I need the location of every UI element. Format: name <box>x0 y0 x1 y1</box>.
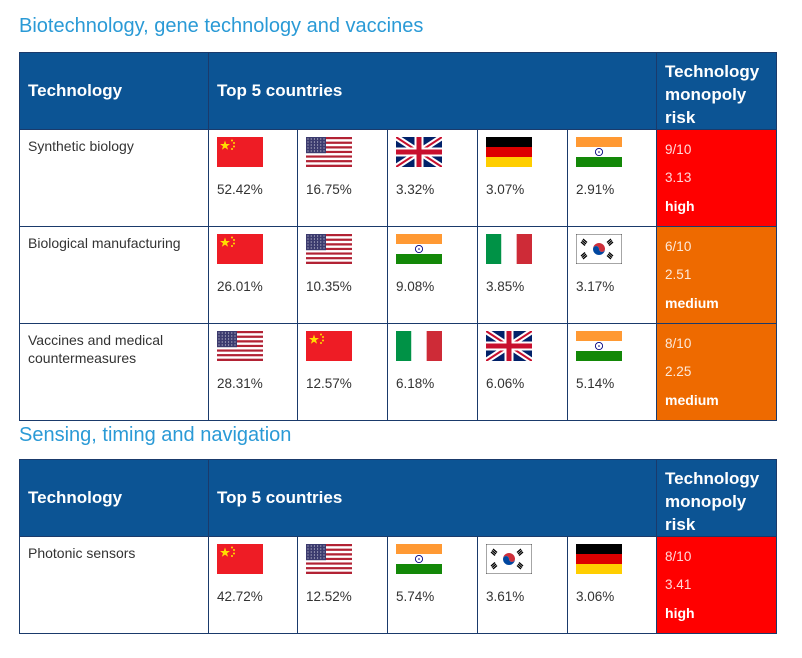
risk-score: 6/10 <box>665 239 692 254</box>
risk-score: 8/10 <box>665 336 692 351</box>
country-share: 10.35% <box>306 279 352 294</box>
risk-index: 3.13 <box>665 170 692 185</box>
sensing-table: Technology Top 5 countries Technology mo… <box>19 459 778 634</box>
table-row: Photonic sensors 42.72% 12.52% 5.74% 3.6… <box>19 536 778 634</box>
usa-flag-icon <box>306 544 352 574</box>
technology-name: Synthetic biology <box>19 129 209 227</box>
usa-flag-icon <box>306 234 352 264</box>
technology-name: Vaccines and medical countermeasures <box>19 323 209 421</box>
country-cell: 3.17% <box>566 226 658 324</box>
country-share: 3.06% <box>576 589 615 604</box>
china-flag-icon <box>217 544 263 574</box>
risk-index: 2.51 <box>665 267 692 282</box>
technology-name: Photonic sensors <box>19 536 209 634</box>
country-cell: 10.35% <box>297 226 388 324</box>
country-cell: 3.61% <box>477 536 568 634</box>
risk-level: high <box>665 198 695 214</box>
country-cell: 3.07% <box>477 129 568 227</box>
technology-name: Biological manufacturing <box>19 226 209 324</box>
risk-score: 9/10 <box>665 142 692 157</box>
uk-flag-icon <box>394 134 444 170</box>
country-cell: 3.85% <box>477 226 568 324</box>
section-title-biotech: Biotechnology, gene technology and vacci… <box>19 15 424 37</box>
table-row: Synthetic biology 52.42% 16.75% 3.32% 3.… <box>19 129 778 227</box>
country-cell: 9.08% <box>387 226 478 324</box>
col-header-technology: Technology <box>19 459 209 537</box>
country-share: 26.01% <box>217 279 263 294</box>
country-share: 5.74% <box>396 589 435 604</box>
col-header-countries: Top 5 countries <box>207 52 658 130</box>
uk-flag-icon <box>484 328 534 364</box>
italy-flag-icon <box>396 331 442 361</box>
india-flag-icon <box>396 544 442 574</box>
china-flag-icon <box>217 234 263 264</box>
country-share: 2.91% <box>576 182 615 197</box>
country-share: 6.06% <box>486 376 525 391</box>
col-header-risk: Technology monopoly risk <box>656 52 778 130</box>
country-share: 42.72% <box>217 589 263 604</box>
germany-flag-icon <box>576 544 622 574</box>
country-cell: 52.42% <box>208 129 298 227</box>
china-flag-icon <box>217 137 263 167</box>
risk-index: 3.41 <box>665 577 692 592</box>
india-flag-icon <box>576 137 622 167</box>
risk-score: 8/10 <box>665 549 692 564</box>
india-flag-icon <box>396 234 442 264</box>
country-cell: 12.52% <box>297 536 388 634</box>
country-share: 16.75% <box>306 182 352 197</box>
south-korea-flag-icon <box>485 543 533 575</box>
table-row: Vaccines and medical countermeasures 28.… <box>19 323 778 421</box>
biotech-table: Technology Top 5 countries Technology mo… <box>19 52 778 421</box>
country-share: 6.18% <box>396 376 435 391</box>
country-share: 3.32% <box>396 182 435 197</box>
usa-flag-icon <box>306 137 352 167</box>
table-row: Biological manufacturing 26.01% 10.35% 9… <box>19 226 778 324</box>
country-cell: 5.14% <box>566 323 658 421</box>
south-korea-flag-icon <box>575 233 623 265</box>
germany-flag-icon <box>486 137 532 167</box>
country-cell: 5.74% <box>387 536 478 634</box>
risk-index: 2.25 <box>665 364 692 379</box>
country-cell: 6.18% <box>387 323 478 421</box>
country-share: 9.08% <box>396 279 435 294</box>
section-title-sensing: Sensing, timing and navigation <box>19 424 292 446</box>
usa-flag-icon <box>217 331 263 361</box>
country-cell: 16.75% <box>297 129 388 227</box>
country-share: 12.57% <box>306 376 352 391</box>
country-cell: 6.06% <box>477 323 568 421</box>
country-share: 3.17% <box>576 279 615 294</box>
country-cell: 26.01% <box>208 226 298 324</box>
india-flag-icon <box>576 331 622 361</box>
country-cell: 42.72% <box>208 536 298 634</box>
col-header-risk: Technology monopoly risk <box>656 459 778 537</box>
risk-cell: 9/10 3.13 high <box>656 129 778 227</box>
risk-cell: 8/10 2.25 medium <box>656 323 778 421</box>
country-share: 3.07% <box>486 182 525 197</box>
col-header-technology: Technology <box>19 52 209 130</box>
china-flag-icon <box>306 331 352 361</box>
country-share: 12.52% <box>306 589 352 604</box>
col-header-countries: Top 5 countries <box>207 459 658 537</box>
country-share: 28.31% <box>217 376 263 391</box>
risk-level: medium <box>665 392 719 408</box>
risk-cell: 8/10 3.41 high <box>656 536 778 634</box>
country-cell: 12.57% <box>297 323 388 421</box>
country-cell: 3.32% <box>387 129 478 227</box>
country-cell: 3.06% <box>566 536 658 634</box>
risk-cell: 6/10 2.51 medium <box>656 226 778 324</box>
country-share: 5.14% <box>576 376 615 391</box>
italy-flag-icon <box>486 234 532 264</box>
risk-level: medium <box>665 295 719 311</box>
risk-level: high <box>665 605 695 621</box>
country-share: 52.42% <box>217 182 263 197</box>
country-cell: 2.91% <box>566 129 658 227</box>
country-share: 3.61% <box>486 589 525 604</box>
country-share: 3.85% <box>486 279 525 294</box>
country-cell: 28.31% <box>208 323 298 421</box>
